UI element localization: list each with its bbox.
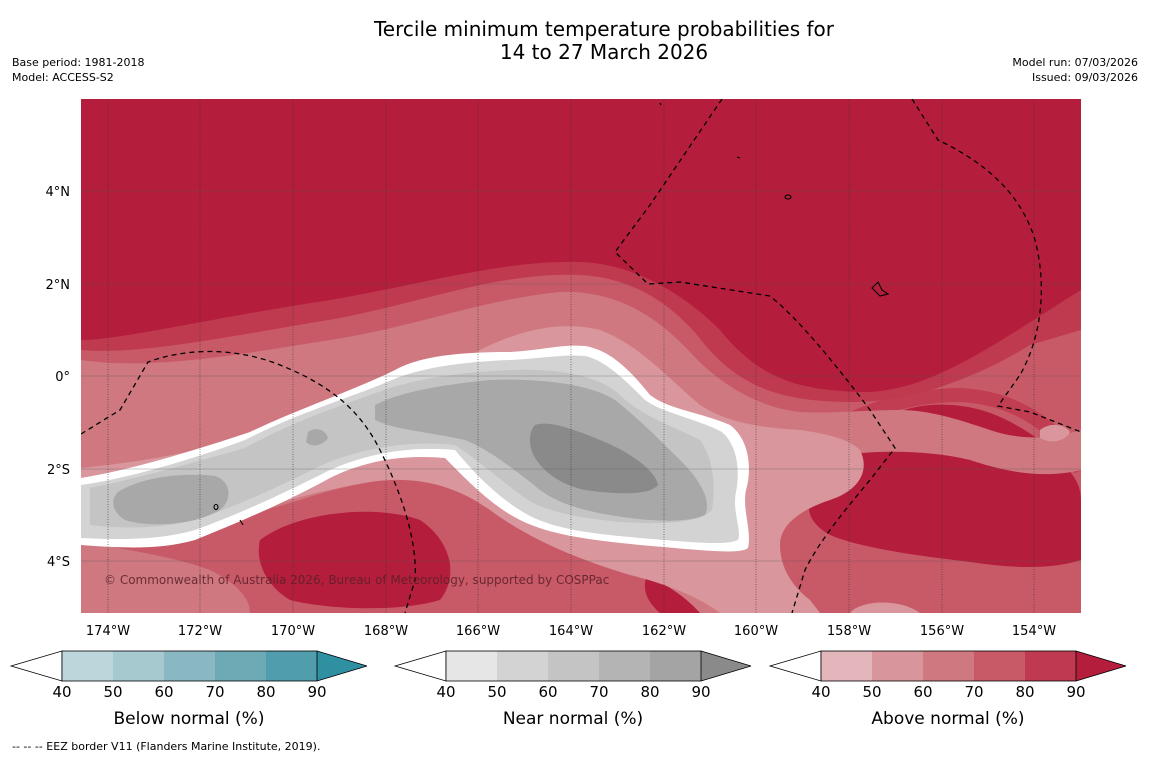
colorbar-swatch	[446, 651, 497, 681]
issued-date: Issued: 09/03/2026	[1031, 71, 1138, 84]
colorbar-tick: 40	[811, 683, 831, 701]
copyright-notice: © Commonwealth of Australia 2026, Bureau…	[104, 573, 609, 587]
colorbar-label: Near normal (%)	[502, 709, 644, 729]
colorbar-tick: 50	[862, 683, 882, 701]
colorbar-tick: 70	[964, 683, 984, 701]
islands	[213, 102, 890, 526]
lat-label: 0°	[55, 370, 70, 385]
grid-lines-lat	[81, 190, 1081, 562]
chart-title: Tercile minimum temperature probabilitie…	[0, 18, 1150, 64]
above-50-patch-south	[850, 602, 920, 613]
colorbar-swatch	[1076, 651, 1126, 681]
meta-right: Model run: 07/03/2026 Issued: 09/03/2026	[1012, 55, 1138, 85]
colorbar-label: Above normal (%)	[871, 709, 1025, 729]
colorbar-tick: 60	[913, 683, 933, 701]
model-run: Model run: 07/03/2026	[1012, 56, 1138, 69]
colorbar-above-normal: 40 50 60 70 80 90 Above normal (%)	[769, 650, 1127, 740]
lon-label: 158°W	[827, 624, 871, 639]
colorbar-below-normal: 40 50 60 70 80 90 Below normal (%)	[10, 650, 368, 740]
colorbar-below-swatches	[10, 650, 368, 682]
colorbar-swatch	[821, 651, 872, 681]
lon-label: 170°W	[271, 624, 315, 639]
colorbar-swatch	[701, 651, 751, 681]
lon-label: 156°W	[920, 624, 964, 639]
above-50-patch-east	[1040, 424, 1070, 442]
colorbar-near-swatches	[394, 650, 752, 682]
colorbar-tick: 80	[256, 683, 276, 701]
colorbar-swatch	[497, 651, 548, 681]
colorbar-swatch	[62, 651, 113, 681]
colorbar-tick: 90	[691, 683, 711, 701]
near-90-area	[529, 423, 658, 494]
eez-legend: -- -- -- EEZ border V11 (Flanders Marine…	[12, 740, 321, 753]
colorbar-tick: 70	[589, 683, 609, 701]
colorbar-swatch	[872, 651, 923, 681]
colorbar-swatch	[113, 651, 164, 681]
lon-label: 172°W	[178, 624, 222, 639]
title-line-1: Tercile minimum temperature probabilitie…	[373, 17, 835, 41]
colorbar-tick: 90	[307, 683, 327, 701]
colorbar-swatch	[1025, 651, 1076, 681]
colorbar-tick: 40	[52, 683, 72, 701]
colorbar-tick: 80	[640, 683, 660, 701]
colorbar-tick: 50	[103, 683, 123, 701]
colorbar-near-normal: 40 50 60 70 80 90 Near normal (%)	[394, 650, 752, 740]
colorbar-swatch	[923, 651, 974, 681]
above-60-west	[81, 540, 250, 613]
colorbar-swatch	[548, 651, 599, 681]
lon-label: 154°W	[1012, 624, 1056, 639]
lon-label: 160°W	[734, 624, 778, 639]
colorbar-tick: 60	[154, 683, 174, 701]
colorbar-swatch	[164, 651, 215, 681]
model-name: Model: ACCESS-S2	[12, 71, 114, 84]
lon-label: 168°W	[364, 624, 408, 639]
lon-labels: 174°W 172°W 170°W 168°W 166°W 164°W 162°…	[86, 624, 1056, 639]
colorbar-tick: 90	[1066, 683, 1086, 701]
colorbar-swatch	[599, 651, 650, 681]
colorbar-tick: 60	[538, 683, 558, 701]
title-line-2: 14 to 27 March 2026	[499, 40, 709, 64]
lat-label: 4°S	[47, 555, 70, 570]
lat-label: 2°S	[47, 463, 70, 478]
near-80-area-west	[113, 474, 229, 525]
lon-label: 166°W	[456, 624, 500, 639]
colorbar-swatch	[266, 651, 317, 681]
above-90-core-south-west	[258, 511, 451, 609]
base-period: Base period: 1981-2018	[12, 56, 145, 69]
lat-label: 2°N	[46, 278, 71, 293]
colorbar-tick: 80	[1015, 683, 1035, 701]
colorbar-swatch	[317, 651, 367, 681]
colorbar-swatch	[215, 651, 266, 681]
colorbar-swatch	[650, 651, 701, 681]
lat-label: 4°N	[46, 185, 71, 200]
near-80-area-small	[306, 429, 328, 446]
colorbar-tick: 50	[487, 683, 507, 701]
colorbar-tick: 40	[436, 683, 456, 701]
meta-left: Base period: 1981-2018 Model: ACCESS-S2	[12, 55, 144, 85]
colorbar-label: Below normal (%)	[113, 709, 265, 729]
lon-label: 162°W	[642, 624, 686, 639]
colorbar-above-swatches	[769, 650, 1127, 682]
lat-labels: 4°N 2°N 0° 2°S 4°S	[46, 185, 71, 570]
probability-map: © Commonwealth of Australia 2026, Bureau…	[46, 99, 1081, 639]
lon-label: 174°W	[86, 624, 130, 639]
eez-borders	[81, 99, 1081, 613]
colorbar-swatch	[974, 651, 1025, 681]
lon-label: 164°W	[549, 624, 593, 639]
colorbar-tick: 70	[205, 683, 225, 701]
